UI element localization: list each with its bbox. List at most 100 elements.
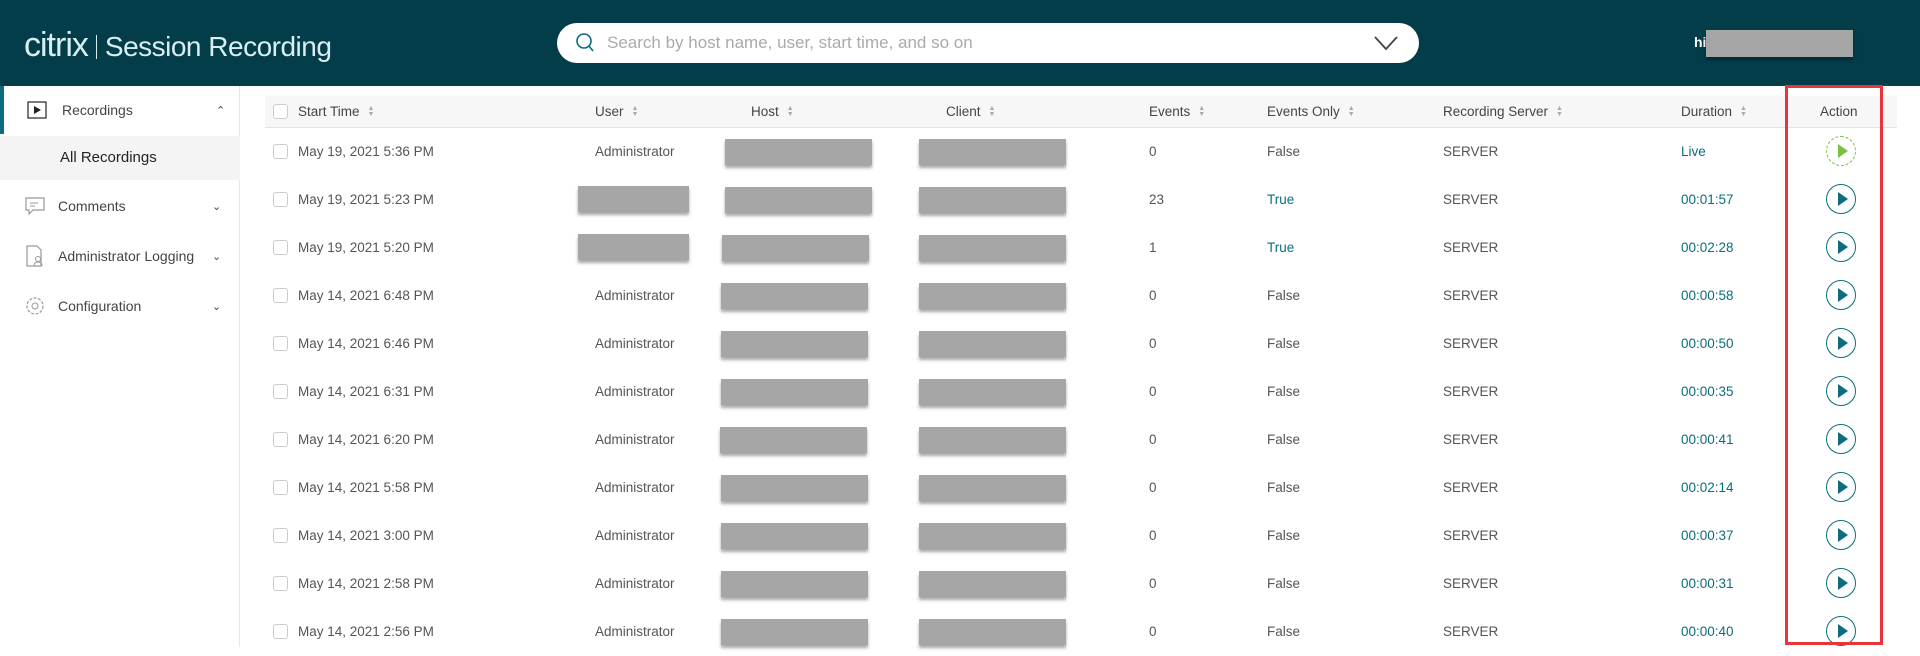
play-icon[interactable]: [1826, 232, 1856, 262]
table-row[interactable]: May 14, 2021 2:56 PM Administrator 0 Fal…: [265, 608, 1897, 656]
sort-icon: ▲ ▼: [988, 105, 996, 119]
recording-server: SERVER: [1443, 432, 1499, 447]
chevron-down-icon: ⌄: [212, 250, 222, 263]
duration: 00:00:50: [1681, 336, 1734, 351]
app-title: Session Recording: [104, 31, 332, 62]
search-bar[interactable]: [557, 23, 1419, 63]
start-time: May 14, 2021 6:48 PM: [298, 288, 434, 303]
start-time: May 14, 2021 5:58 PM: [298, 480, 434, 495]
play-icon[interactable]: [1826, 616, 1856, 646]
row-checkbox[interactable]: [273, 432, 288, 447]
row-checkbox[interactable]: [273, 288, 288, 303]
events: 0: [1149, 480, 1157, 495]
gear-icon: [26, 297, 44, 315]
sidebar-subitem-label: All Recordings: [60, 149, 157, 166]
row-checkbox[interactable]: [273, 240, 288, 255]
row-checkbox[interactable]: [273, 144, 288, 159]
events: 1: [1149, 240, 1157, 255]
document-user-icon: [26, 245, 43, 267]
play-icon[interactable]: [1826, 376, 1856, 406]
play-icon[interactable]: [1826, 568, 1856, 598]
user: Administrator: [595, 432, 675, 447]
duration: 00:00:41: [1681, 432, 1734, 447]
table-row[interactable]: May 14, 2021 6:20 PM Administrator 0 Fal…: [265, 416, 1897, 464]
duration: 00:02:28: [1681, 240, 1734, 255]
greeting: hi: [1694, 34, 1707, 50]
sort-icon: ▲ ▼: [1740, 105, 1747, 119]
column-action: Action: [1820, 104, 1858, 119]
redacted-host: [720, 427, 867, 453]
chevron-down-icon: ⌄: [212, 300, 222, 313]
table-row[interactable]: May 19, 2021 5:23 PM 23 True SERVER 00:0…: [265, 176, 1897, 224]
events-only: False: [1267, 288, 1301, 303]
row-checkbox[interactable]: [273, 528, 288, 543]
start-time: May 14, 2021 6:20 PM: [298, 432, 434, 447]
recording-server: SERVER: [1443, 384, 1499, 399]
sort-icon: ▲ ▼: [1347, 105, 1355, 119]
citrix-logo: citrix Session Recording: [24, 26, 332, 65]
events: 0: [1149, 336, 1157, 351]
table-row[interactable]: May 14, 2021 6:31 PM Administrator 0 Fal…: [265, 368, 1897, 416]
redacted-client: [919, 139, 1066, 165]
row-checkbox[interactable]: [273, 192, 288, 207]
table-row[interactable]: May 14, 2021 3:00 PM Administrator 0 Fal…: [265, 512, 1897, 560]
row-checkbox[interactable]: [273, 624, 288, 639]
column-host[interactable]: Host ▲ ▼: [751, 104, 794, 119]
sidebar-item-administrator-logging[interactable]: Administrator Logging ⌄: [0, 232, 240, 280]
redacted-host: [721, 571, 868, 597]
column-client[interactable]: Client ▲ ▼: [946, 104, 996, 119]
sidebar-item-configuration[interactable]: Configuration ⌄: [0, 282, 240, 330]
table-row[interactable]: May 19, 2021 5:20 PM 1 True SERVER 00:02…: [265, 224, 1897, 272]
play-icon[interactable]: [1826, 424, 1856, 454]
play-icon[interactable]: [1826, 472, 1856, 502]
recording-server: SERVER: [1443, 288, 1499, 303]
sort-icon: ▲ ▼: [631, 105, 639, 119]
column-start-time[interactable]: Start Time ▲ ▼: [298, 104, 375, 119]
user: Administrator: [595, 384, 675, 399]
events: 0: [1149, 144, 1157, 159]
play-icon[interactable]: [1826, 184, 1856, 214]
table-row[interactable]: May 14, 2021 6:46 PM Administrator 0 Fal…: [265, 320, 1897, 368]
select-all-checkbox[interactable]: [273, 104, 288, 119]
column-events[interactable]: Events ▲ ▼: [1149, 104, 1206, 119]
events-only: False: [1267, 528, 1301, 543]
table-header: Start Time ▲ ▼ User ▲ ▼ Host ▲ ▼ Client ▲ ▼ Even…: [265, 96, 1897, 128]
redacted-client: [919, 235, 1066, 261]
chevron-down-icon[interactable]: [1373, 33, 1399, 53]
table-row[interactable]: May 14, 2021 2:58 PM Administrator 0 Fal…: [265, 560, 1897, 608]
sidebar-item-recordings[interactable]: Recordings ⌃: [0, 86, 240, 134]
row-checkbox[interactable]: [273, 480, 288, 495]
sidebar: Recordings ⌃ All Recordings Comments ⌄ A…: [0, 86, 240, 647]
play-icon[interactable]: [1826, 280, 1856, 310]
column-duration[interactable]: Duration ▲ ▼: [1681, 104, 1747, 119]
table-row[interactable]: May 14, 2021 6:48 PM Administrator 0 Fal…: [265, 272, 1897, 320]
column-recording-server[interactable]: Recording Server ▲ ▼: [1443, 104, 1563, 119]
search-input[interactable]: [607, 31, 1347, 55]
redacted-username: [1706, 30, 1853, 57]
sidebar-item-all-recordings[interactable]: All Recordings: [0, 136, 240, 180]
sort-icon: ▲ ▼: [1556, 105, 1563, 119]
events-only: True: [1267, 192, 1295, 207]
sort-icon: ▲ ▼: [367, 105, 375, 119]
sort-icon: ▲ ▼: [1198, 105, 1206, 119]
column-user[interactable]: User ▲ ▼: [595, 104, 639, 119]
table-row[interactable]: May 14, 2021 5:58 PM Administrator 0 Fal…: [265, 464, 1897, 512]
play-icon[interactable]: [1826, 328, 1856, 358]
recording-server: SERVER: [1443, 240, 1499, 255]
chevron-down-icon: ⌄: [212, 200, 222, 213]
row-checkbox[interactable]: [273, 576, 288, 591]
sidebar-item-label: Comments: [58, 198, 126, 214]
column-events-only[interactable]: Events Only ▲ ▼: [1267, 104, 1355, 119]
chevron-up-icon: ⌃: [216, 104, 226, 117]
events: 0: [1149, 432, 1157, 447]
redacted-host: [725, 139, 872, 165]
table-row[interactable]: May 19, 2021 5:36 PM Administrator 0 Fal…: [265, 128, 1897, 176]
row-checkbox[interactable]: [273, 384, 288, 399]
redacted-host: [721, 523, 868, 549]
row-checkbox[interactable]: [273, 336, 288, 351]
recording-server: SERVER: [1443, 336, 1499, 351]
play-icon[interactable]: [1826, 520, 1856, 550]
live-play-icon[interactable]: [1826, 136, 1856, 166]
duration: 00:00:37: [1681, 528, 1734, 543]
sidebar-item-comments[interactable]: Comments ⌄: [0, 182, 240, 230]
